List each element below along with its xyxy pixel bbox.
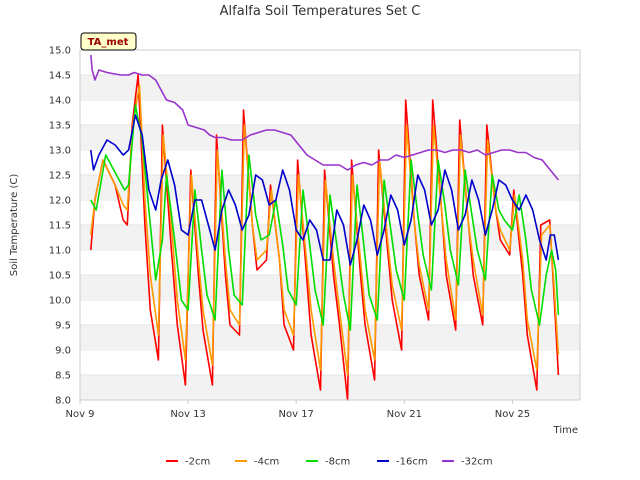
x-tick-label: Nov 17 <box>279 409 314 420</box>
grid-band <box>80 275 580 300</box>
ta-met-badge: TA_met <box>80 32 137 51</box>
y-tick-label: 11.5 <box>49 221 71 232</box>
plot-frame <box>79 49 581 401</box>
y-tick-label: 9.5 <box>55 321 71 332</box>
y-tick-label: 14.5 <box>49 71 71 82</box>
x-tick-label: Nov 9 <box>65 409 94 420</box>
y-tick-label: 11.0 <box>49 246 71 257</box>
badge-label: TA_met <box>88 37 129 48</box>
y-tick-label: 15.0 <box>49 46 71 57</box>
x-tick-label: Nov 21 <box>387 409 422 420</box>
x-tick-label: Nov 13 <box>170 409 205 420</box>
y-axis-label: Soil Temperature (C) <box>9 174 20 277</box>
y-tick-label: 12.5 <box>49 171 71 182</box>
grid-band <box>80 125 580 150</box>
grid-band <box>80 325 580 350</box>
series-line-16cmcm <box>90 114 560 266</box>
legend-label: -32cm <box>461 457 493 468</box>
x-axis-label: Time <box>553 425 578 436</box>
y-tick-label: 13.0 <box>49 146 71 157</box>
y-tick-label: 8.5 <box>55 371 71 382</box>
legend: -2cm -4cm -8cm -16cm -32cm <box>166 457 493 468</box>
grid-band <box>80 75 580 100</box>
legend-label: -2cm <box>185 457 210 468</box>
legend-label: -16cm <box>396 457 428 468</box>
y-axis-ticks: 8.0 8.5 9.0 9.5 10.0 10.5 11.0 11.5 12.0 12.5 13.0… <box>49 46 71 407</box>
y-tick-label: 10.5 <box>49 271 71 282</box>
series-line-32cmcm <box>90 54 560 181</box>
x-axis-ticks: Nov 9 Nov 13 Nov 17 Nov 21 Nov 25 <box>65 400 530 420</box>
series-line-8cmcm <box>90 104 560 331</box>
legend-label: -4cm <box>254 457 279 468</box>
y-tick-label: 12.0 <box>49 196 71 207</box>
legend-label: -8cm <box>325 457 350 468</box>
y-tick-label: 13.5 <box>49 121 71 132</box>
y-tick-label: 9.0 <box>55 346 71 357</box>
y-tick-label: 10.0 <box>49 296 71 307</box>
plot-lines <box>90 54 560 401</box>
y-tick-label: 8.0 <box>55 396 71 407</box>
chart-title: Alfalfa Soil Temperatures Set C <box>220 4 421 19</box>
grid-band <box>80 375 580 400</box>
x-tick-label: Nov 25 <box>495 409 530 420</box>
y-tick-label: 14.0 <box>49 96 71 107</box>
